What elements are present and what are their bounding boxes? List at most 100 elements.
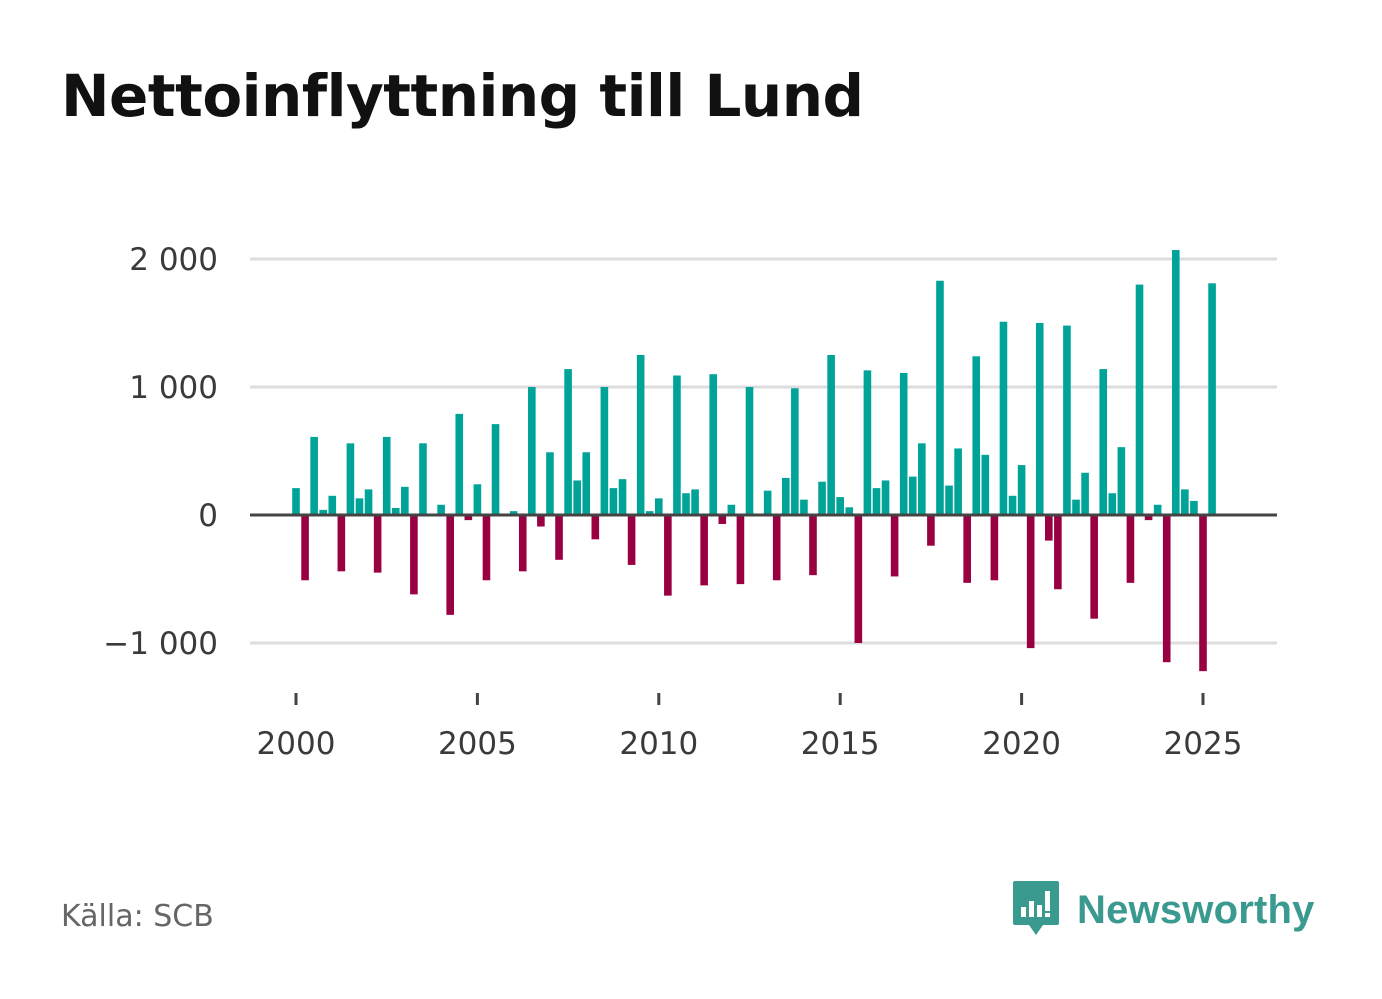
x-tick-label: 2010	[619, 726, 698, 762]
bar	[1199, 515, 1207, 672]
bar	[673, 375, 681, 515]
x-tick-label: 2000	[257, 726, 336, 762]
bar	[292, 488, 300, 515]
bar	[310, 436, 318, 515]
x-tick-label: 2015	[801, 726, 880, 762]
bar	[918, 443, 926, 515]
y-tick-label: 1 000	[129, 370, 218, 406]
bar	[437, 504, 445, 515]
bar	[908, 476, 917, 515]
bar	[1026, 515, 1035, 649]
x-tick-label: 2025	[1164, 726, 1243, 762]
bar	[999, 321, 1008, 515]
bar	[509, 511, 518, 515]
bar	[1108, 493, 1117, 515]
bar	[301, 515, 309, 581]
bar	[382, 436, 391, 515]
bar	[546, 452, 554, 515]
bar	[455, 413, 464, 515]
bar	[355, 498, 364, 515]
bar	[1117, 447, 1126, 515]
bar	[800, 499, 808, 515]
bar	[518, 515, 527, 572]
bar	[1162, 515, 1171, 663]
bar	[564, 369, 572, 515]
bar	[945, 485, 953, 515]
bar	[881, 480, 890, 515]
bar	[328, 495, 337, 515]
bar	[981, 454, 990, 515]
bar	[419, 443, 427, 515]
bar	[1081, 472, 1089, 515]
bar	[863, 370, 872, 515]
bar	[872, 488, 881, 515]
bar	[609, 488, 618, 515]
bar	[809, 515, 817, 576]
bar	[745, 387, 754, 515]
bar	[555, 515, 563, 560]
bar	[337, 515, 346, 572]
bar	[482, 515, 491, 581]
bar	[573, 480, 581, 515]
bar	[1045, 515, 1053, 541]
y-tick-label: 0	[198, 498, 218, 534]
axes: 2 000 1 000 0 −1 000 2000 2005 2010 2015 2020 202…	[103, 242, 1277, 762]
bar	[346, 443, 355, 515]
bar	[391, 507, 400, 515]
bar	[1126, 515, 1135, 583]
bar	[836, 497, 844, 515]
bar	[854, 515, 863, 643]
bar	[1017, 465, 1026, 515]
bar	[990, 515, 999, 581]
bar	[700, 515, 708, 586]
bar	[936, 280, 944, 515]
source-note: Källa: SCB	[61, 899, 214, 934]
x-tick-label: 2005	[438, 726, 517, 762]
bar	[1035, 323, 1044, 515]
bar	[899, 372, 908, 515]
bar	[410, 515, 418, 595]
bar	[645, 511, 654, 515]
y-tick-label: 2 000	[129, 242, 218, 278]
bar	[473, 484, 482, 515]
bar	[627, 515, 636, 565]
bar	[446, 515, 454, 615]
bar	[491, 424, 500, 515]
y-tick-label: −1 000	[103, 626, 218, 662]
bar	[1135, 284, 1144, 515]
bar	[1208, 283, 1216, 515]
bar	[763, 490, 772, 515]
chart-title: Nettoinflyttning till Lund	[61, 62, 864, 130]
bar	[1171, 250, 1180, 516]
bar	[373, 515, 382, 573]
bar	[1099, 369, 1108, 515]
bar	[718, 515, 727, 524]
bar	[1008, 495, 1017, 515]
brand-logo: Newsworthy	[1011, 878, 1315, 942]
newsworthy-logo-icon	[1013, 881, 1059, 935]
bars	[292, 250, 1216, 672]
bar	[1054, 515, 1062, 590]
bar	[319, 509, 328, 515]
bar	[682, 493, 690, 515]
bar	[781, 477, 790, 515]
bar	[464, 515, 473, 521]
bar	[927, 515, 935, 546]
bar	[537, 515, 545, 527]
bar	[528, 387, 536, 515]
x-tick-label: 2020	[982, 726, 1061, 762]
bar	[827, 355, 835, 515]
bar	[1153, 504, 1162, 515]
bar	[1144, 515, 1153, 521]
bar	[582, 452, 591, 515]
bar	[791, 388, 799, 515]
bar	[727, 504, 736, 515]
bar	[1190, 500, 1198, 515]
bar	[709, 374, 718, 515]
bar	[890, 515, 899, 577]
bar	[664, 515, 672, 596]
bar	[401, 486, 409, 515]
brand-name: Newsworthy	[1077, 887, 1315, 932]
bar	[1072, 499, 1080, 515]
